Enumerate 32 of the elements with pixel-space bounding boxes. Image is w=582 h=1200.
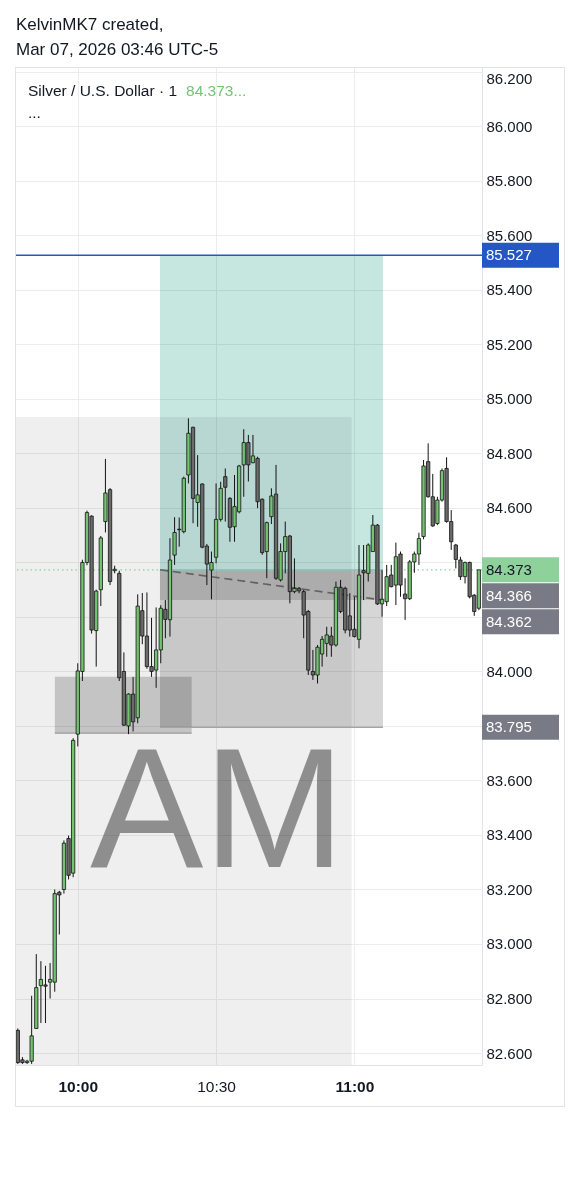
y-tick-label: 83.400 (486, 826, 533, 844)
x-tick-label: 10:00 (58, 1077, 99, 1095)
y-tick-label: 85.800 (486, 172, 533, 190)
y-tick-label: 86.200 (486, 70, 533, 88)
y-tick-label: 82.600 (486, 1044, 533, 1062)
text: 84.366 (486, 586, 532, 604)
ref-line-label: 85.527 (486, 246, 532, 264)
y-tick-label: 85.400 (486, 281, 533, 299)
y-tick-label: 85.200 (486, 335, 533, 353)
y-tick-label: 83.600 (486, 771, 533, 789)
y-tick-label: 82.800 (486, 990, 533, 1007)
y-tick-label: 85.600 (486, 226, 533, 244)
y-tick-label: 83.000 (486, 935, 533, 953)
y-tick-label: 84.600 (486, 499, 533, 517)
annotation: AM (90, 713, 345, 903)
y-tick-label: 85.000 (486, 390, 533, 408)
text: 84.362 (486, 612, 532, 630)
x-tick-label: 10:30 (197, 1077, 237, 1095)
ref-line-label: 84.373 (486, 560, 532, 578)
candlestick (223, 467, 228, 523)
y-tick-label: 83.200 (486, 880, 533, 898)
text: 83.795 (486, 718, 532, 736)
text: Silver / U.S. Dollar · 1 (28, 82, 178, 99)
text: KelvinMK7 created, (16, 15, 164, 34)
candlestick (43, 965, 48, 1024)
x-tick-label: 11:00 (335, 1077, 375, 1095)
y-tick-label: 84.800 (486, 444, 533, 462)
annotation: 84.373... (186, 82, 247, 99)
text: Mar 07, 2026 03:46 UTC-5 (16, 40, 219, 59)
y-tick-label: 84.000 (486, 662, 533, 680)
y-tick-label: 86.000 (486, 117, 533, 135)
annotation: ... (28, 104, 41, 121)
